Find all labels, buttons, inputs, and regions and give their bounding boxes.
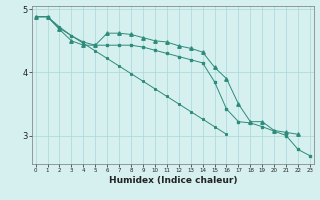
- X-axis label: Humidex (Indice chaleur): Humidex (Indice chaleur): [108, 176, 237, 185]
